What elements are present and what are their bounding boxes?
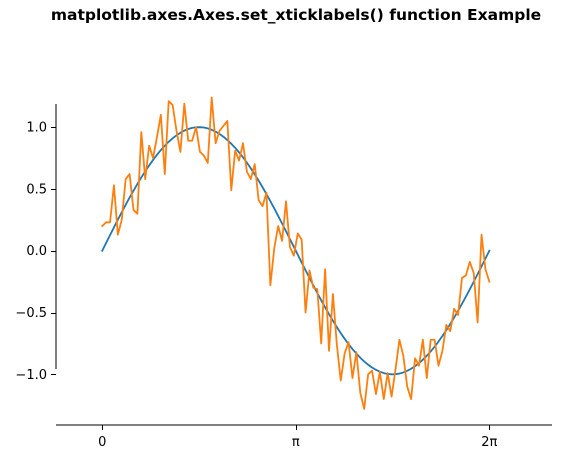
y-tick-label-4: 1.0 <box>26 121 47 136</box>
y-tick-label-3: 0.5 <box>26 182 47 197</box>
y-tick-label-2: 0.0 <box>26 244 47 259</box>
plot-area <box>100 96 491 410</box>
y-axis-ticks: −1.0 −0.5 0.0 0.5 1.0 <box>15 121 56 383</box>
series-line-0 <box>101 126 491 376</box>
y-tick-label-0: −1.0 <box>15 368 47 383</box>
series-line-1 <box>100 96 491 410</box>
series-layer <box>100 96 491 410</box>
y-tick-label-1: −0.5 <box>15 306 47 321</box>
x-tick-label-0: 0 <box>98 435 106 450</box>
chart-title: matplotlib.axes.Axes.set_xticklabels() f… <box>51 6 541 24</box>
x-tick-label-1: π <box>292 435 300 450</box>
x-axis-ticks: 0 π 2π <box>98 425 498 450</box>
x-tick-label-2: 2π <box>481 435 497 450</box>
